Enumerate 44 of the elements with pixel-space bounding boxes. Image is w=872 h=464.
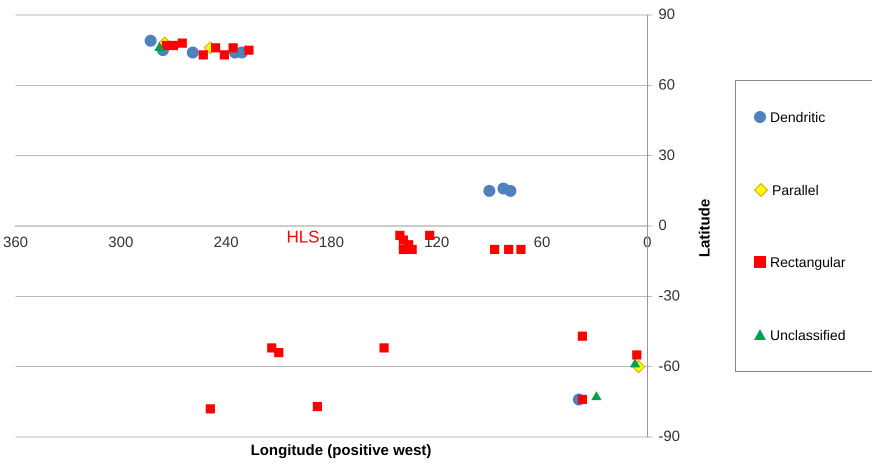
legend-label: Dendritic (770, 109, 826, 126)
y-tick-label: 90 (658, 6, 676, 24)
x-tick-label: 360 (3, 234, 28, 252)
y-tick-label: -90 (658, 428, 680, 446)
point (210, 43, 220, 52)
point (312, 402, 322, 412)
point (178, 38, 187, 48)
x-axis-title: Longitude (positive west) (250, 442, 432, 459)
point (220, 50, 229, 60)
point (186, 46, 199, 59)
x-tick-label: 300 (108, 234, 134, 252)
point (504, 244, 514, 254)
y-tick-label: 0 (658, 217, 667, 234)
point (578, 394, 587, 404)
point (206, 404, 215, 414)
y-tick-label: 60 (658, 76, 676, 94)
point (398, 244, 408, 254)
point (578, 332, 587, 341)
point (632, 350, 642, 360)
point (630, 358, 640, 368)
x-tick-label: 240 (214, 234, 239, 252)
x-tick-label: 180 (318, 234, 344, 252)
point (504, 184, 516, 197)
point (591, 391, 602, 400)
y-axis-title: Latitude (696, 198, 714, 258)
y-tick-label: -30 (658, 287, 680, 304)
point (483, 184, 496, 197)
legend-label: Rectangular (770, 254, 846, 270)
x-tick-label: 60 (534, 234, 550, 252)
point (198, 50, 208, 60)
point (228, 43, 238, 52)
legend-label: Unclassified (770, 326, 846, 343)
point (244, 46, 254, 55)
annotation: HLS (286, 228, 320, 247)
point (490, 244, 500, 254)
point (168, 40, 178, 50)
point (274, 348, 284, 358)
y-tick-label: 30 (658, 146, 676, 164)
point (379, 343, 389, 353)
y-tick-label: -60 (658, 358, 680, 375)
legend-label: Parallel (772, 182, 819, 198)
point (144, 34, 157, 47)
point (408, 244, 417, 254)
point (516, 244, 526, 254)
